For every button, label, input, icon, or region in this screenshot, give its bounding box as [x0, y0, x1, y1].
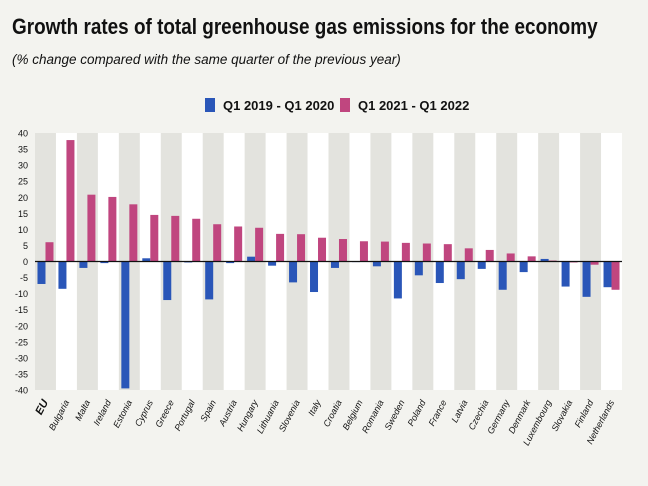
legend-item-q1-2021-2022: Q1 2021 - Q1 2022 [340, 97, 469, 113]
category-label: Austria [216, 398, 238, 428]
category-label: Malta [73, 398, 92, 422]
category-label: Latvia [449, 398, 469, 424]
chart-title: Growth rates of total greenhouse gas emi… [12, 14, 598, 39]
bar-q1-2021-2022 [171, 215, 180, 262]
bar-q1-2019-2020 [310, 261, 319, 293]
bar-q1-2021-2022 [380, 241, 389, 262]
y-tick-label: 30 [18, 161, 28, 171]
chart-subtitle: (% change compared with the same quarter… [12, 52, 401, 67]
bar-q1-2021-2022 [192, 218, 201, 262]
bar-q1-2019-2020 [393, 261, 402, 299]
legend-label-q1-2019-2020: Q1 2019 - Q1 2020 [223, 97, 335, 113]
bar-q1-2019-2020 [247, 256, 256, 262]
category-label: Sweden [383, 398, 407, 431]
bar-q1-2021-2022 [276, 233, 285, 262]
legend-swatch-blue [205, 98, 215, 112]
bar-q1-2021-2022 [485, 249, 494, 262]
legend-label-q1-2021-2022: Q1 2021 - Q1 2022 [358, 97, 470, 113]
bar-q1-2021-2022 [129, 204, 138, 262]
bar-q1-2021-2022 [464, 248, 473, 262]
y-tick-label: 25 [18, 177, 28, 187]
bar-q1-2019-2020 [121, 261, 130, 389]
bar-q1-2021-2022 [611, 261, 620, 290]
bar-q1-2021-2022 [150, 214, 159, 262]
bar-q1-2019-2020 [330, 261, 339, 268]
bar-q1-2021-2022 [87, 194, 96, 262]
category-label: Greece [153, 398, 176, 429]
bar-q1-2019-2020 [268, 261, 277, 266]
y-tick-label: 20 [18, 193, 28, 203]
y-tick-label: 15 [18, 209, 28, 219]
category-label: Cyprus [133, 398, 155, 428]
bar-q1-2019-2020 [414, 261, 423, 276]
bar-q1-2019-2020 [37, 261, 46, 284]
bar-q1-2019-2020 [582, 261, 591, 297]
bar-q1-2021-2022 [318, 237, 327, 262]
bar-q1-2021-2022 [297, 234, 306, 262]
y-tick-label: -15 [15, 305, 28, 315]
category-label: Slovakia [550, 398, 575, 433]
category-label: Ireland [91, 397, 113, 427]
y-tick-label: -30 [15, 353, 28, 363]
bar-q1-2021-2022 [401, 242, 410, 262]
category-label: EU [33, 397, 51, 417]
y-tick-label: -40 [15, 386, 28, 396]
bar-q1-2019-2020 [519, 261, 528, 273]
bar-q1-2021-2022 [255, 227, 264, 262]
bar-q1-2021-2022 [506, 253, 515, 262]
legend-swatch-pink [340, 98, 350, 112]
y-tick-label: -35 [15, 369, 28, 379]
bar-q1-2021-2022 [527, 256, 536, 262]
category-label: Estonia [111, 398, 134, 429]
bar-q1-2019-2020 [603, 261, 612, 288]
bar-q1-2019-2020 [289, 261, 298, 283]
bar-q1-2019-2020 [226, 261, 235, 264]
y-tick-label: 40 [18, 129, 28, 139]
bar-q1-2021-2022 [338, 239, 347, 262]
bar-q1-2019-2020 [100, 261, 109, 264]
bar-q1-2019-2020 [435, 261, 444, 284]
category-label: Poland [406, 397, 428, 427]
bar-q1-2019-2020 [372, 261, 381, 267]
y-tick-label: -5 [20, 273, 28, 283]
y-tick-label: -25 [15, 337, 28, 347]
legend-item-q1-2019-2020: Q1 2019 - Q1 2020 [205, 97, 334, 113]
y-tick-label: 5 [23, 241, 28, 251]
bar-q1-2019-2020 [561, 261, 570, 287]
bar-q1-2021-2022 [213, 224, 222, 262]
category-label: France [427, 398, 449, 427]
bar-q1-2019-2020 [58, 261, 67, 289]
y-tick-label: 0 [23, 257, 28, 267]
bar-q1-2021-2022 [234, 226, 243, 262]
bar-q1-2019-2020 [163, 261, 172, 301]
bar-q1-2021-2022 [108, 196, 117, 262]
bar-q1-2019-2020 [498, 261, 507, 290]
category-label: Spain [198, 398, 218, 423]
y-tick-label: -20 [15, 321, 28, 331]
bar-q1-2021-2022 [422, 243, 431, 262]
bar-q1-2019-2020 [79, 261, 88, 268]
category-label: Croatia [321, 398, 343, 428]
y-tick-label: -10 [15, 289, 28, 299]
bar-q1-2021-2022 [45, 242, 54, 262]
bar-q1-2019-2020 [477, 261, 486, 269]
category-label: Finland [573, 397, 596, 429]
bar-q1-2021-2022 [590, 261, 599, 265]
bar-q1-2019-2020 [142, 258, 151, 262]
bar-q1-2021-2022 [66, 140, 75, 262]
bar-q1-2021-2022 [359, 241, 368, 262]
y-tick-label: 10 [18, 225, 28, 235]
bar-q1-2019-2020 [205, 261, 214, 300]
y-tick-label: 35 [18, 145, 28, 155]
legend: Q1 2019 - Q1 2020 Q1 2021 - Q1 2022 [0, 97, 648, 113]
category-label: Portugal [172, 397, 197, 432]
bar-q1-2021-2022 [443, 244, 452, 262]
bar-q1-2019-2020 [540, 258, 549, 262]
category-label: Italy [306, 398, 323, 418]
bar-q1-2019-2020 [456, 261, 465, 280]
